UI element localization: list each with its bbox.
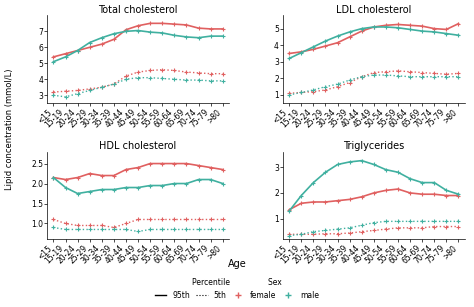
Title: Triglycerides: Triglycerides [343,141,404,151]
Title: HDL cholesterol: HDL cholesterol [100,141,177,151]
Legend: 95th, 5th, female, male: 95th, 5th, female, male [152,275,322,303]
Text: Lipid concentration (mmol/L): Lipid concentration (mmol/L) [5,68,14,190]
Text: Age: Age [228,259,246,269]
Title: Total cholesterol: Total cholesterol [98,5,178,14]
Title: LDL cholesterol: LDL cholesterol [336,5,411,14]
